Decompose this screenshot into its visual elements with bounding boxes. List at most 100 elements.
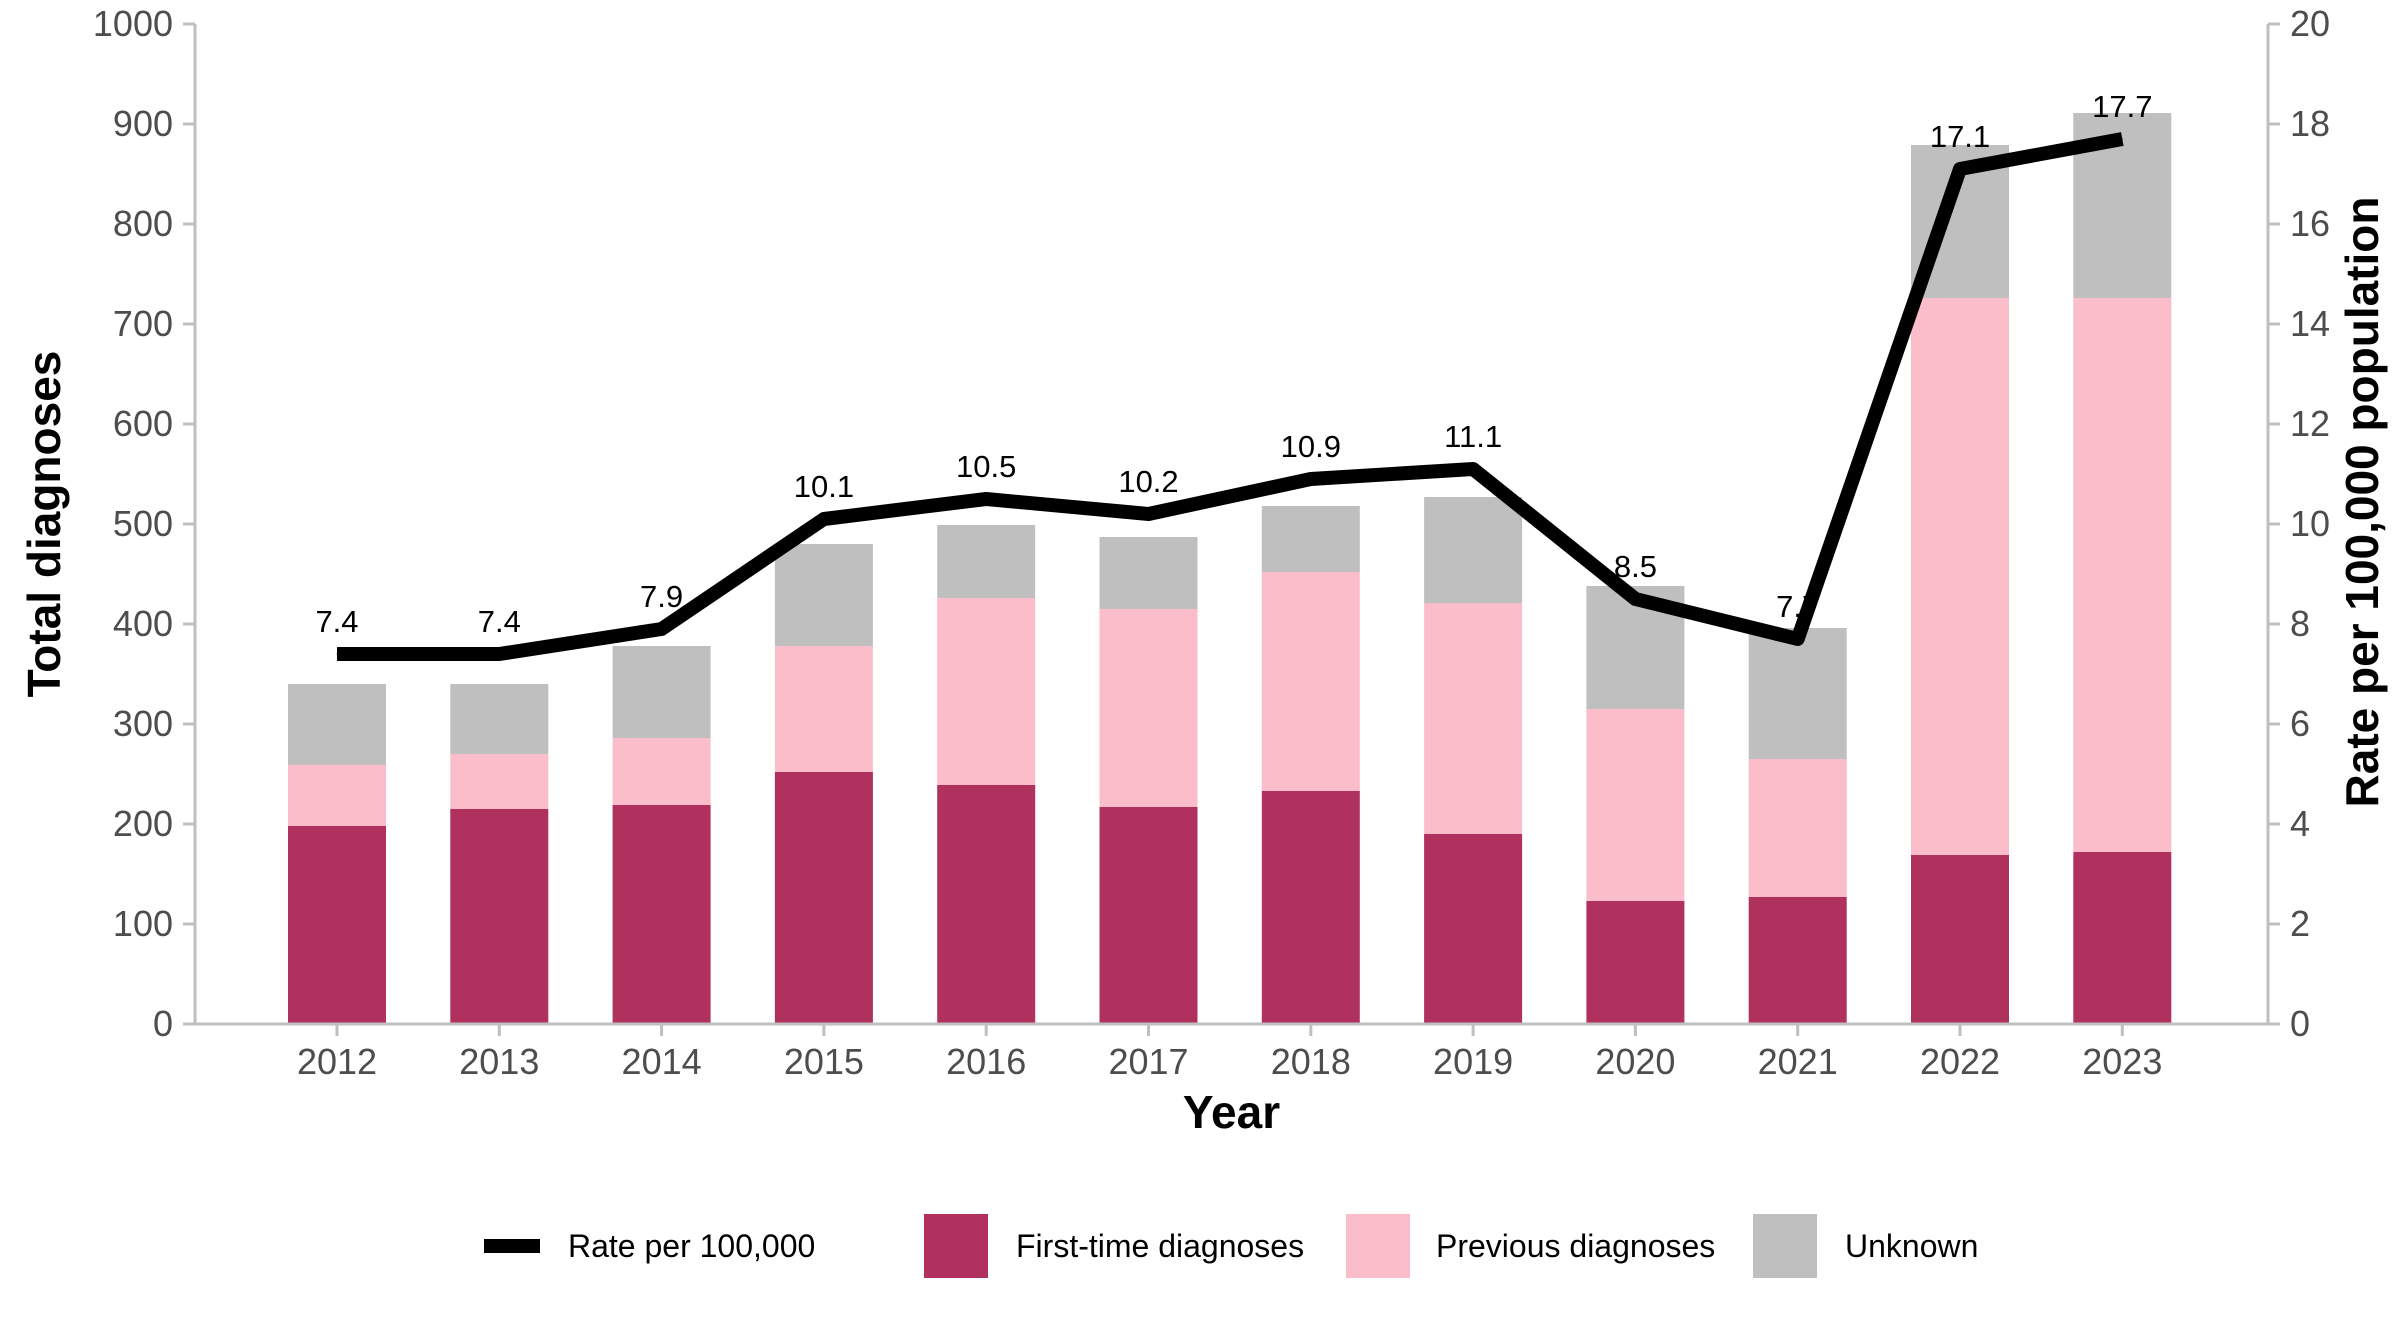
legend-label-previous-diagnoses: Previous diagnoses (1436, 1228, 1715, 1264)
rate-point-2018 (1310, 478, 1312, 480)
bar-previous-diagnoses-2014 (612, 738, 711, 805)
legend-label-unknown: Unknown (1845, 1228, 1978, 1264)
rate-point-2019 (1472, 468, 1474, 470)
rate-label-2014: 7.9 (640, 579, 683, 614)
y-right-tick-label: 18 (2290, 103, 2330, 144)
bar-first-time-diagnoses-2016 (937, 785, 1036, 1024)
labels-layer: 7.4 7.4 7.9 10.1 10.5 10.2 10.9 11.1 8.5 7.7 17.1 1… (315, 89, 2152, 639)
y-left-tick-label: 1000 (93, 3, 173, 44)
x-tick-label: 2013 (459, 1041, 539, 1082)
y-right-tick-label: 12 (2290, 403, 2330, 444)
y-left-tick-label: 900 (113, 103, 173, 144)
rate-point-2016 (985, 498, 987, 500)
bar-previous-diagnoses-2020 (1586, 709, 1685, 901)
y-left-tick-label: 200 (113, 803, 173, 844)
bar-first-time-diagnoses-2015 (774, 772, 873, 1024)
rate-label-2022: 17.1 (1930, 119, 1990, 154)
bar-first-time-diagnoses-2019 (1424, 834, 1523, 1024)
x-axis-title: Year (1183, 1086, 1280, 1138)
bar-first-time-diagnoses-2018 (1261, 791, 1360, 1024)
rate-point-2021 (1797, 638, 1799, 640)
y-right-tick-label: 14 (2290, 303, 2330, 344)
bar-first-time-diagnoses-2020 (1586, 901, 1685, 1024)
bar-previous-diagnoses-2015 (774, 646, 873, 772)
bar-first-time-diagnoses-2012 (288, 826, 386, 1024)
rate-point-2023 (2121, 138, 2123, 140)
legend-swatch-first-time-diagnoses (924, 1214, 988, 1278)
bar-previous-diagnoses-2021 (1748, 759, 1847, 897)
bar-previous-diagnoses-2013 (450, 754, 549, 809)
y-left-tick-label: 800 (113, 203, 173, 244)
rate-line (337, 132, 2124, 661)
axes-layer: 0 100 200 300 400 500 600 700 800 900 1000 0 2 4 6 8 10 1… (18, 3, 2388, 1138)
y-left-tick-label: 0 (153, 1003, 173, 1044)
bar-first-time-diagnoses-2014 (612, 805, 711, 1024)
rate-label-2023: 17.7 (2092, 89, 2152, 124)
bar-unknown-2015 (774, 544, 873, 646)
y-right-tick-label: 16 (2290, 203, 2330, 244)
y-left-tick-label: 600 (113, 403, 173, 444)
bar-previous-diagnoses-2023 (2073, 298, 2172, 852)
rate-label-2018: 10.9 (1281, 429, 1341, 464)
x-tick-label: 2023 (2082, 1041, 2162, 1082)
bar-first-time-diagnoses-2021 (1748, 897, 1847, 1024)
rate-point-2012 (336, 653, 338, 655)
rate-label-2016: 10.5 (956, 449, 1016, 484)
rate-point-2014 (661, 628, 663, 630)
bar-unknown-2014 (612, 646, 711, 738)
y-right-tick-label: 0 (2290, 1003, 2310, 1044)
x-tick-label: 2015 (784, 1041, 864, 1082)
rate-point-2013 (498, 653, 500, 655)
x-tick-label: 2012 (297, 1041, 377, 1082)
y-right-tick-label: 10 (2290, 503, 2330, 544)
line-layer (336, 132, 2124, 661)
y-right-tick-label: 6 (2290, 703, 2310, 744)
x-tick-label: 2020 (1595, 1041, 1675, 1082)
x-tick-label: 2017 (1108, 1041, 1188, 1082)
bar-unknown-2021 (1748, 628, 1847, 759)
rate-point-2017 (1148, 513, 1149, 515)
y-right-tick-label: 20 (2290, 3, 2330, 44)
y-left-tick-label: 300 (113, 703, 173, 744)
bar-unknown-2012 (288, 684, 386, 765)
bar-previous-diagnoses-2019 (1424, 603, 1523, 834)
bar-first-time-diagnoses-2017 (1099, 807, 1198, 1024)
bar-unknown-2016 (937, 525, 1036, 598)
y-left-tick-label: 400 (113, 603, 173, 644)
y-right-tick-label: 2 (2290, 903, 2310, 944)
y-axis-right-title: Rate per 100,000 population (2336, 197, 2388, 808)
bar-previous-diagnoses-2012 (288, 765, 386, 826)
bar-previous-diagnoses-2017 (1099, 609, 1198, 807)
rate-label-2019: 11.1 (1444, 419, 1502, 454)
y-right-tick-label: 4 (2290, 803, 2310, 844)
y-left-tick-label: 700 (113, 303, 173, 344)
bar-unknown-2019 (1424, 497, 1523, 603)
rate-label-2021: 7.7 (1776, 589, 1819, 624)
legend-swatch-unknown (1753, 1214, 1817, 1278)
bar-first-time-diagnoses-2022 (1911, 855, 2009, 1024)
x-tick-label: 2021 (1758, 1041, 1838, 1082)
legend-swatch-previous-diagnoses (1346, 1214, 1410, 1278)
bar-first-time-diagnoses-2023 (2073, 852, 2172, 1024)
y-right-tick-label: 8 (2290, 603, 2310, 644)
bar-first-time-diagnoses-2013 (450, 809, 549, 1024)
y-axis-left-title: Total diagnoses (18, 351, 70, 698)
legend-label-first-time-diagnoses: First-time diagnoses (1016, 1228, 1304, 1264)
bars-layer (288, 113, 2172, 1024)
x-tick-label: 2014 (622, 1041, 702, 1082)
bar-unknown-2013 (450, 684, 549, 754)
legend-label-rate: Rate per 100,000 (568, 1228, 815, 1264)
bar-previous-diagnoses-2016 (937, 598, 1036, 785)
legend-layer: Rate per 100,000 First-time diagnoses Prev… (484, 1214, 1978, 1278)
bar-unknown-2017 (1099, 537, 1198, 609)
y-left-tick-label: 100 (113, 903, 173, 944)
x-tick-label: 2022 (1920, 1041, 2000, 1082)
rate-label-2020: 8.5 (1614, 549, 1657, 584)
rate-point-2015 (823, 518, 825, 520)
rate-label-2017: 10.2 (1118, 464, 1178, 499)
rate-label-2012: 7.4 (315, 604, 358, 639)
bar-unknown-2018 (1261, 506, 1360, 572)
rate-point-2022 (1959, 168, 1961, 170)
